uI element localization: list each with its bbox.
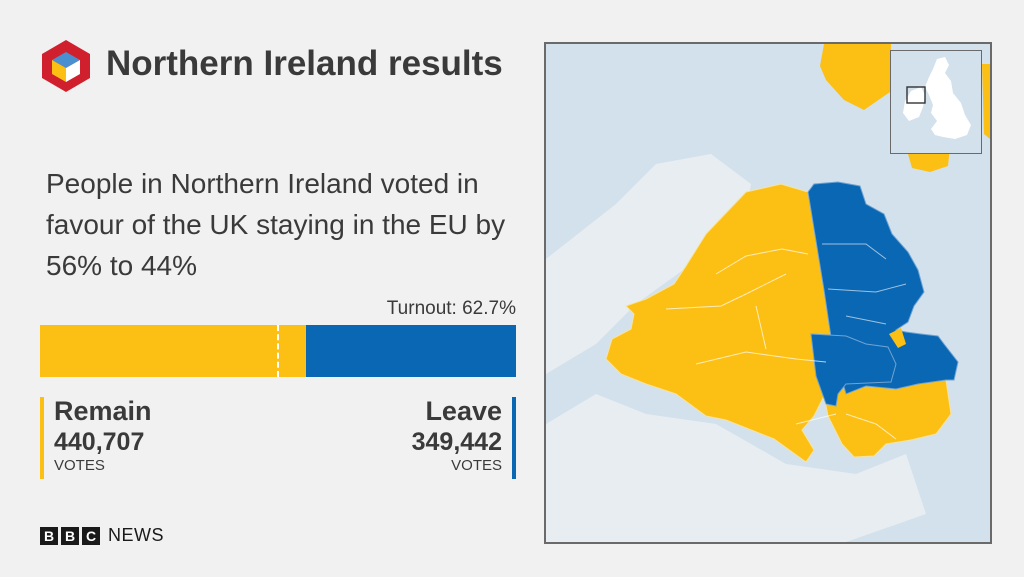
bbc-letter: B [61, 526, 79, 545]
leave-result: Leave 349,442 VOTES [332, 397, 516, 479]
bbc-letter: B [40, 526, 58, 545]
news-wordmark: NEWS [108, 525, 164, 545]
leave-votes: 349,442 [411, 428, 502, 456]
uk-locator-map [903, 57, 971, 139]
scotland-area [820, 44, 891, 110]
britain-outline [925, 57, 971, 139]
remain-votes-unit: VOTES [54, 457, 105, 474]
result-bar [40, 325, 516, 377]
turnout-label: Turnout: 62.7% [386, 298, 516, 319]
ireland-outline [903, 87, 925, 121]
remain-bar-segment [40, 325, 306, 377]
majority-line [277, 325, 279, 377]
page-title: Northern Ireland results [106, 44, 503, 83]
leave-area [810, 333, 897, 407]
bbc-news-logo: B B C NEWS [40, 525, 164, 546]
results-map [544, 42, 992, 544]
land-mass [546, 154, 751, 374]
bbc-letter: C [82, 526, 100, 545]
northern-ireland-map [546, 44, 990, 542]
eu-ref-cube-logo [42, 40, 90, 92]
district-boundary [665, 248, 897, 440]
leave-bar-segment [306, 325, 516, 377]
result-summary: People in Northern Ireland voted in favo… [46, 168, 506, 281]
remain-votes: 440,707 [54, 428, 145, 456]
remain-area [889, 328, 906, 348]
remain-label: Remain [54, 396, 152, 426]
land-mass [546, 394, 926, 542]
leave-label: Leave [425, 396, 502, 426]
district-boundary [822, 243, 907, 325]
remain-result: Remain 440,707 VOTES [40, 397, 224, 479]
uk-locator-inset [890, 50, 982, 154]
locator-box [906, 86, 926, 104]
leave-votes-unit: VOTES [451, 457, 502, 474]
scotland-area [982, 64, 990, 139]
